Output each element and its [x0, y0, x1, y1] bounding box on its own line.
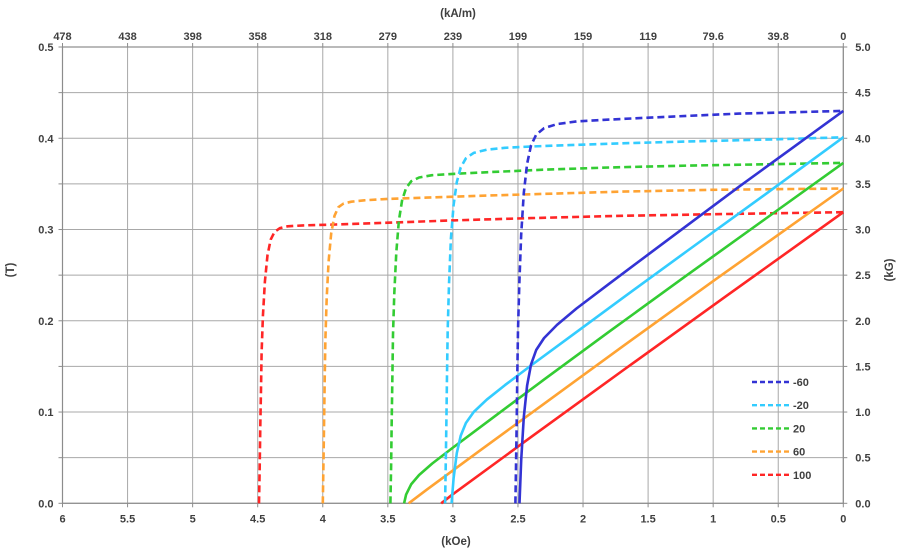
- tick-labels: 478 438 398 358 318 279 239 199 159 119 79.6 39.8 0 6…: [38, 31, 870, 525]
- bottom-tick-label: 4.5: [250, 513, 265, 525]
- legend-item--60: -60: [752, 377, 809, 389]
- right-tick-label: 4.0: [855, 133, 870, 145]
- right-tick-label: 1.0: [855, 407, 870, 419]
- bottom-tick-label: 2.5: [510, 513, 525, 525]
- left-tick-label: 0.3: [38, 225, 53, 237]
- curves: [257, 109, 845, 505]
- bottom-tick-label: 5.5: [120, 513, 135, 525]
- intrinsic-curve-20: [389, 161, 844, 504]
- legend-label: 60: [793, 447, 805, 459]
- top-tick-label: 438: [118, 31, 136, 43]
- bottom-tick-label: 1: [710, 513, 716, 525]
- top-tick-label: 478: [53, 31, 71, 43]
- legend-label: 100: [793, 470, 811, 482]
- top-tick-label: 279: [379, 31, 397, 43]
- right-tick-label: 0.0: [855, 498, 870, 510]
- right-tick-label: 4.5: [855, 88, 870, 100]
- normal-curve-100: [440, 211, 845, 505]
- top-tick-label: 239: [444, 31, 462, 43]
- top-tick-label: 318: [314, 31, 332, 43]
- top-tick-label: 358: [249, 31, 267, 43]
- top-tick-label: 39.8: [768, 31, 789, 43]
- top-tick-label: 398: [183, 31, 201, 43]
- legend-item--20: -20: [752, 400, 809, 412]
- left-tick-label: 0.4: [38, 133, 54, 145]
- legend-item-20: 20: [752, 423, 805, 435]
- legend-label: -60: [793, 377, 809, 389]
- right-tick-label: 3.5: [855, 179, 870, 191]
- right-tick-label: 1.5: [855, 361, 870, 373]
- intrinsic-curve-60: [321, 187, 844, 504]
- top-tick-label: 0: [840, 31, 846, 43]
- intrinsic-curve--20: [443, 136, 844, 504]
- left-tick-label: 0.1: [38, 407, 53, 419]
- right-tick-label: 2.5: [855, 270, 870, 282]
- bottom-tick-label: 5: [190, 513, 196, 525]
- top-axis-title: (kA/m): [440, 8, 476, 20]
- normal-curve--20: [450, 136, 845, 504]
- bottom-tick-label: 2: [580, 513, 586, 525]
- bottom-tick-label: 6: [59, 513, 65, 525]
- normal-curve-20: [402, 161, 845, 504]
- bottom-tick-label: 4: [320, 513, 327, 525]
- legend: -60 -20 20 60 100: [752, 377, 811, 482]
- left-tick-label: 0.2: [38, 316, 53, 328]
- legend-item-60: 60: [752, 447, 805, 459]
- right-tick-label: 3.0: [855, 225, 870, 237]
- top-tick-label: 79.6: [702, 31, 723, 43]
- right-tick-label: 2.0: [855, 316, 870, 328]
- top-tick-label: 159: [574, 31, 592, 43]
- bottom-tick-label: 3.5: [380, 513, 395, 525]
- left-axis-title: (T): [5, 262, 17, 277]
- normal-curve--60: [518, 109, 845, 504]
- right-axis-title: (kG): [884, 258, 896, 281]
- intrinsic-curve-100: [257, 210, 844, 504]
- left-tick-label: 0.0: [38, 498, 53, 510]
- left-tick-label: 0.5: [38, 42, 53, 54]
- bottom-axis-title: (kOe): [441, 536, 471, 548]
- legend-label: -20: [793, 400, 809, 412]
- bottom-tick-label: 0: [840, 513, 846, 525]
- legend-label: 20: [793, 423, 805, 435]
- intrinsic-curve--60: [514, 109, 844, 504]
- right-tick-label: 5.0: [855, 42, 870, 54]
- legend-item-100: 100: [752, 470, 811, 482]
- bottom-tick-label: 1.5: [640, 513, 655, 525]
- normal-curve-60: [407, 187, 845, 505]
- top-tick-label: 199: [509, 31, 527, 43]
- top-tick-label: 119: [639, 31, 657, 43]
- right-tick-label: 0.5: [855, 453, 870, 465]
- axis-ticks: [58, 43, 848, 508]
- bottom-tick-label: 3: [450, 513, 456, 525]
- bottom-tick-label: 0.5: [771, 513, 786, 525]
